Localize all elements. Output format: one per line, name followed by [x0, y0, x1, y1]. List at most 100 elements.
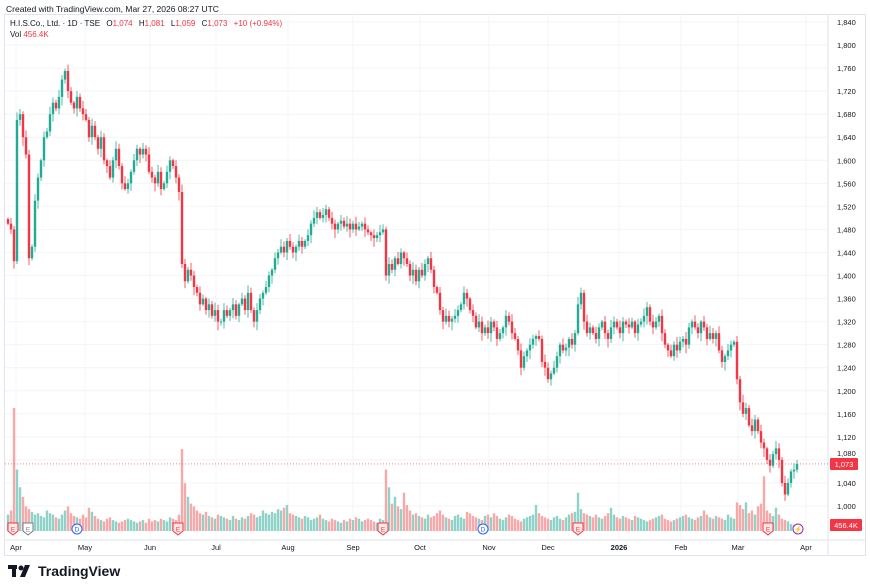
- candle-body: [417, 269, 421, 282]
- candle-body: [276, 252, 280, 259]
- candle-body: [387, 264, 391, 276]
- volume-bar: [621, 515, 625, 531]
- volume-bar: [552, 517, 556, 531]
- candle-body: [234, 304, 238, 316]
- tradingview-logo: TradingView: [8, 563, 120, 579]
- candle: [363, 217, 367, 237]
- candle: [231, 297, 235, 319]
- candle: [150, 166, 154, 183]
- price-chart[interactable]: 1,840 1,800 1,760 1,720 1,680 1,640 1,600 1,560…: [0, 0, 870, 560]
- symbol-name[interactable]: H.I.S.Co., Ltd. · 1D · TSE: [10, 19, 101, 28]
- candle: [546, 362, 550, 383]
- candle: [291, 242, 295, 259]
- candle: [510, 314, 514, 340]
- candle-body: [696, 327, 700, 334]
- earnings-event-icon[interactable]: E: [377, 522, 389, 536]
- volume-bar: [624, 517, 628, 531]
- candle-body: [681, 338, 685, 342]
- earnings-event-icon[interactable]: E: [172, 522, 184, 536]
- event-marker-shape: [792, 523, 804, 535]
- volume-bar: [423, 518, 427, 531]
- candle-body: [663, 333, 667, 345]
- candle-body: [615, 321, 619, 328]
- candle-body: [198, 292, 202, 305]
- volume-bar: [648, 520, 652, 531]
- candle-body: [36, 177, 40, 201]
- candle: [462, 286, 466, 310]
- earnings-event-icon[interactable]: E: [762, 522, 774, 536]
- volume-bar: [114, 521, 118, 531]
- candle: [243, 295, 247, 315]
- volume-bar: [24, 506, 28, 531]
- y-tick-label: 1,520: [837, 202, 856, 211]
- candle: [672, 341, 676, 361]
- candle-body: [21, 114, 25, 138]
- candle-body: [300, 240, 304, 247]
- candle: [273, 252, 277, 274]
- candle-body: [639, 321, 643, 325]
- candle-body: [582, 292, 586, 322]
- candle-body: [237, 304, 241, 316]
- candle: [780, 457, 784, 487]
- candle-body: [576, 304, 580, 334]
- candle: [495, 321, 499, 346]
- split-event-icon[interactable]: ⚡: [792, 523, 804, 535]
- dividend-event-icon[interactable]: D: [71, 523, 83, 535]
- volume-bar: [447, 518, 451, 531]
- candle-body: [552, 367, 556, 374]
- candle: [699, 319, 703, 342]
- candle-body: [543, 361, 547, 368]
- volume-bar: [699, 515, 703, 531]
- volume-bar: [384, 469, 388, 531]
- volume-bar: [606, 513, 610, 531]
- candle-body: [468, 298, 472, 311]
- candle-body: [570, 338, 574, 345]
- volume-bar: [63, 510, 67, 531]
- candle: [732, 340, 736, 347]
- earnings-neutral-event-icon[interactable]: E: [22, 522, 34, 536]
- candle: [126, 178, 130, 194]
- earnings-event-icon[interactable]: E: [572, 522, 584, 536]
- candle-body: [792, 469, 796, 472]
- volume-bar: [126, 518, 130, 531]
- candle-body: [249, 292, 253, 311]
- candle-body: [540, 338, 544, 362]
- candle: [435, 285, 439, 295]
- candle: [747, 405, 751, 428]
- volume-bar: [492, 513, 496, 531]
- candle: [759, 424, 763, 449]
- candle-body: [288, 240, 292, 247]
- candle-body: [747, 408, 751, 426]
- candle-body: [315, 212, 319, 218]
- candle: [600, 319, 604, 331]
- volume-bar: [60, 514, 64, 531]
- dividend-event-icon[interactable]: D: [477, 523, 489, 535]
- candle: [51, 97, 55, 122]
- candle: [585, 314, 589, 337]
- y-tick-label: 1,760: [837, 64, 856, 73]
- candle-body: [366, 229, 370, 233]
- candle: [726, 344, 730, 361]
- candle: [186, 266, 190, 284]
- candle: [114, 141, 118, 169]
- x-tick-label: Jul: [211, 543, 221, 552]
- candle-body: [150, 171, 154, 178]
- candle-body: [489, 321, 493, 334]
- candle-body: [504, 315, 508, 328]
- candle: [702, 315, 706, 331]
- candle: [465, 288, 469, 307]
- candle: [180, 184, 184, 269]
- y-tick-label: 1,440: [837, 248, 856, 257]
- candle: [594, 326, 598, 344]
- candle-body: [513, 333, 517, 339]
- candle: [57, 89, 61, 115]
- candle: [27, 149, 31, 266]
- volume-bar: [333, 520, 337, 531]
- volume-bar: [483, 515, 487, 531]
- candle-body: [606, 333, 610, 339]
- candle: [24, 130, 28, 159]
- candle: [681, 336, 685, 348]
- candle: [159, 167, 163, 196]
- earnings-event-icon[interactable]: E: [7, 522, 19, 536]
- candle: [459, 302, 463, 313]
